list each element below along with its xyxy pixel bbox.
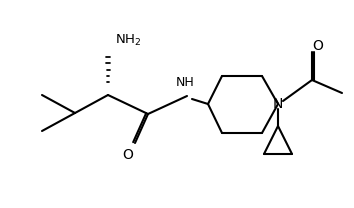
Text: NH: NH xyxy=(176,77,194,89)
Text: N: N xyxy=(273,97,283,111)
Text: O: O xyxy=(122,148,133,162)
Text: O: O xyxy=(313,39,324,53)
Text: NH$_2$: NH$_2$ xyxy=(115,32,141,48)
